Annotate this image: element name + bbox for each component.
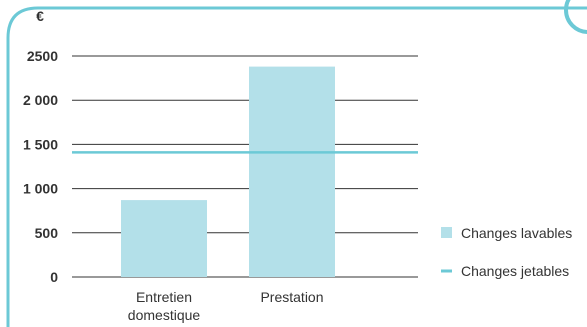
x-tick-label: Entretien bbox=[136, 289, 192, 305]
bars bbox=[121, 66, 335, 277]
y-tick-label: 2 000 bbox=[23, 92, 58, 108]
bar bbox=[249, 66, 335, 277]
y-tick-label: 1 000 bbox=[23, 181, 58, 197]
y-tick-label: 500 bbox=[35, 225, 59, 241]
legend: Changes lavables Changes jetables bbox=[441, 225, 572, 279]
y-tick-label: 1 500 bbox=[23, 136, 58, 152]
legend-label: Changes jetables bbox=[461, 263, 569, 279]
y-axis-tick-labels: 0 500 1 000 1 500 2 000 2500 bbox=[23, 48, 58, 285]
corner-circle bbox=[564, 0, 587, 34]
x-axis-category-labels: Entretien domestique Prestation bbox=[128, 289, 324, 323]
legend-swatch-bar bbox=[441, 227, 452, 238]
legend-label: Changes lavables bbox=[461, 225, 572, 241]
y-tick-label: 2500 bbox=[27, 48, 58, 64]
frame-border bbox=[6, 6, 587, 327]
x-tick-label: domestique bbox=[128, 307, 201, 323]
bar bbox=[121, 200, 207, 277]
y-axis-unit-label: € bbox=[36, 8, 44, 24]
y-tick-label: 0 bbox=[50, 269, 58, 285]
decorative-frame bbox=[6, 0, 587, 327]
x-tick-label: Prestation bbox=[260, 289, 323, 305]
